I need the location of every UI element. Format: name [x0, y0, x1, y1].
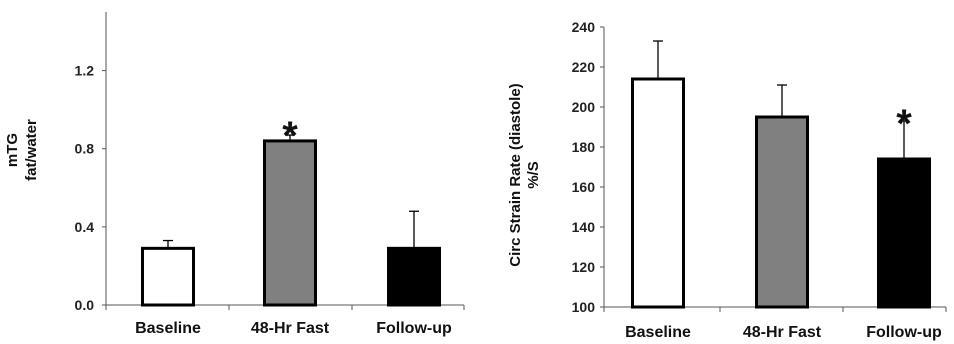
y-tick-label: 1.2 — [75, 63, 95, 79]
y-axis-label: %/S — [525, 161, 542, 189]
x-tick-label: 48-Hr Fast — [251, 320, 330, 337]
x-tick-label: 48-Hr Fast — [743, 324, 822, 341]
y-tick-label: 240 — [572, 19, 596, 35]
bar-48-hr-fast — [263, 139, 317, 307]
chart-circ-strain-rate: 100 120 140 160 180 200 220 240 Baseline 48-Hr Fa… — [507, 19, 947, 341]
y-tick-label: 200 — [572, 99, 596, 115]
bar-baseline — [141, 246, 195, 307]
bar-follow-up — [387, 246, 441, 307]
y-tick-label: 160 — [572, 179, 596, 195]
x-tick-label: Baseline — [625, 324, 691, 341]
y-tick-label: 0.4 — [75, 219, 95, 235]
y-tick-label: 140 — [572, 219, 596, 235]
x-tick-label: Follow-up — [866, 324, 942, 341]
x-tick-label: Baseline — [135, 320, 201, 337]
y-axis-label: mTG — [4, 133, 21, 167]
chart-mtg-fat-water: 0.0 0.4 0.8 1.2 Baseline * 48-Hr Fast Follow-up… — [4, 12, 465, 337]
y-axis-label: Circ Strain Rate (diastole) — [507, 83, 524, 266]
significance-star: * — [896, 102, 912, 146]
y-tick-label: 0.8 — [75, 141, 95, 157]
x-tick-label: Follow-up — [376, 320, 452, 337]
bar-baseline — [631, 77, 685, 309]
y-tick-label: 220 — [572, 59, 596, 75]
bar-follow-up — [877, 157, 931, 309]
bar-48-hr-fast — [755, 115, 809, 309]
y-tick-label: 180 — [572, 139, 596, 155]
y-tick-label: 100 — [572, 299, 596, 315]
y-axis-label: fat/water — [23, 119, 40, 181]
significance-star: * — [282, 114, 298, 158]
y-tick-label: 120 — [572, 259, 596, 275]
y-tick-label: 0.0 — [75, 297, 95, 313]
